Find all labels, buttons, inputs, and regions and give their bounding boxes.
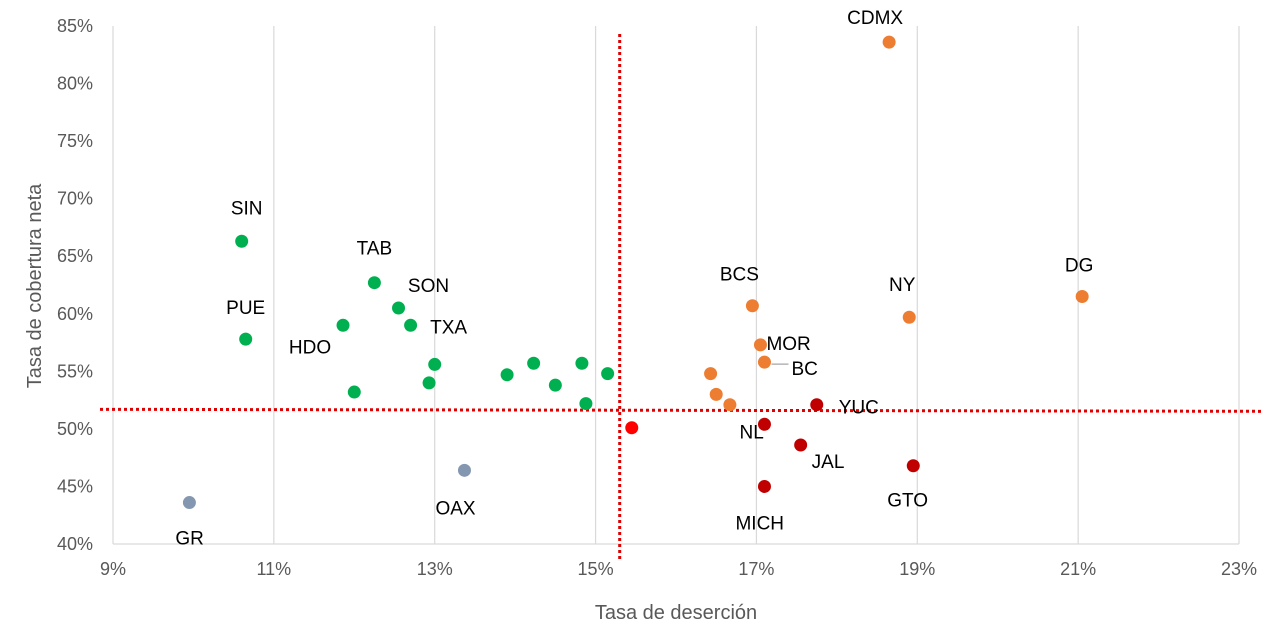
data-point <box>347 385 361 399</box>
point-label: PUE <box>226 298 265 319</box>
data-point <box>757 355 771 369</box>
point-label: BC <box>791 359 817 380</box>
point-label: HDO <box>289 337 331 358</box>
point-label: YUC <box>839 398 879 419</box>
data-point <box>753 338 767 352</box>
data-point <box>902 310 916 324</box>
data-point <box>723 398 737 412</box>
data-point <box>336 318 350 332</box>
data-point <box>745 299 759 313</box>
data-point <box>757 417 771 431</box>
point-label: GR <box>175 529 204 550</box>
y-tick-label: 70% <box>57 189 93 209</box>
point-label: SIN <box>231 198 263 219</box>
point-label: BCS <box>720 265 759 286</box>
data-point <box>457 463 471 477</box>
point-label: CDMX <box>847 8 903 29</box>
y-tick-label: 55% <box>57 361 93 381</box>
point-label: DG <box>1065 256 1094 277</box>
x-tick-label: 11% <box>257 559 292 579</box>
point-labels: SIN PUE TAB SON HDO TXA CDMX BCS MOR BC DG NY YUC NL J… <box>175 8 1093 549</box>
x-tick-label: 21% <box>1060 559 1096 579</box>
data-point <box>579 397 593 411</box>
y-tick-label: 65% <box>57 246 93 266</box>
data-point <box>882 35 896 49</box>
y-tick-label: 60% <box>57 304 93 324</box>
y-axis-title: Tasa de cobertura neta <box>24 183 46 388</box>
y-tick-label: 50% <box>57 419 93 439</box>
axis-layer: 9% 11% 13% 15% 17% 19% 21% 23% 40% 45% 50% 55% 60% 65… <box>57 16 1257 579</box>
point-label: MOR <box>766 334 810 355</box>
data-point <box>527 356 541 370</box>
point-label: NY <box>889 275 916 296</box>
data-point <box>1075 290 1089 304</box>
data-point <box>625 421 639 435</box>
data-point <box>601 367 615 381</box>
data-point <box>500 368 514 382</box>
data-point <box>810 398 824 412</box>
y-tick-label: 85% <box>57 16 93 36</box>
data-point <box>404 318 418 332</box>
point-label: TXA <box>430 317 467 338</box>
x-tick-label: 19% <box>899 559 935 579</box>
data-point <box>428 357 442 371</box>
point-label: JAL <box>812 452 845 473</box>
x-axis-title: Tasa de deserción <box>595 602 757 624</box>
point-label: NL <box>739 422 763 443</box>
point-label: SON <box>408 276 449 297</box>
point-label: OAX <box>435 498 475 519</box>
data-point <box>709 387 723 401</box>
y-tick-label: 75% <box>57 131 93 151</box>
x-tick-label: 17% <box>738 559 774 579</box>
data-point <box>235 234 249 248</box>
x-tick-label: 15% <box>578 559 614 579</box>
data-point <box>548 378 562 392</box>
y-tick-label: 45% <box>57 476 93 496</box>
data-point <box>182 496 196 510</box>
data-point <box>794 438 808 452</box>
reference-lines <box>99 34 1263 560</box>
data-point <box>392 301 406 315</box>
grid-layer <box>112 26 1240 544</box>
point-label: TAB <box>357 239 393 260</box>
data-point <box>704 367 718 381</box>
data-point <box>575 356 589 370</box>
point-label: MICH <box>735 513 784 534</box>
point-label: GTO <box>887 491 928 512</box>
x-tick-label: 9% <box>100 559 126 579</box>
data-point <box>906 459 920 473</box>
x-tick-label: 13% <box>417 559 453 579</box>
horizontal-reference-line <box>99 407 1263 413</box>
y-tick-label: 80% <box>57 74 93 94</box>
data-point <box>422 376 436 390</box>
data-point <box>239 332 253 346</box>
data-points <box>182 35 1089 510</box>
y-tick-label: 40% <box>57 534 93 554</box>
x-tick-label: 23% <box>1221 559 1257 579</box>
data-point <box>367 276 381 290</box>
data-point <box>757 479 771 493</box>
